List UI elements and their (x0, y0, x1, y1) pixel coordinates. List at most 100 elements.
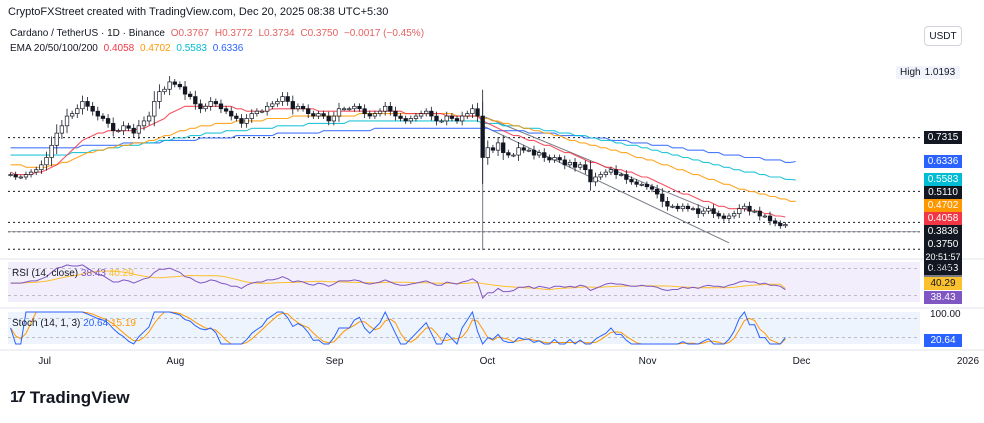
price-tag: 0.5583 (924, 173, 962, 187)
candle-body (208, 101, 213, 107)
candle-body (459, 115, 465, 122)
candle-body (639, 183, 644, 186)
candle-body (501, 142, 506, 153)
candle-body (131, 127, 136, 134)
candle-body (716, 213, 721, 217)
candle-body (270, 103, 275, 107)
candle-body (383, 105, 388, 112)
candle-body (783, 224, 788, 227)
candle-body (362, 108, 367, 114)
candle-body (578, 164, 583, 168)
rsi-label[interactable]: RSI (14, close) (12, 268, 79, 279)
candle-body (444, 115, 449, 122)
candle-body (434, 115, 439, 122)
candle-body (737, 208, 742, 214)
candle-body (603, 171, 608, 175)
candle-body (731, 213, 737, 217)
candle-body (172, 81, 177, 85)
candle-body (23, 174, 29, 178)
candle-body (619, 174, 624, 176)
stoch-label[interactable]: Stoch (14, 1, 3) (12, 318, 81, 329)
month-label: Dec (792, 356, 811, 367)
candle-body (136, 125, 142, 134)
change-value: −0.0017 (−0.45%) (343, 28, 425, 39)
tradingview-brand: TradingView (29, 388, 130, 407)
candle-body (531, 149, 537, 156)
candle-body (516, 147, 521, 156)
candle-body (726, 215, 732, 219)
channel-line (482, 125, 730, 244)
candle-body (331, 115, 337, 122)
price-tag: 0.5110 (924, 186, 962, 200)
candle-body (506, 152, 511, 156)
candle-body (223, 108, 229, 112)
candle-body (116, 130, 121, 133)
candle-body (547, 157, 552, 161)
price-tag: 0.3750 (924, 238, 962, 252)
candle-body (388, 105, 393, 112)
candle-body (105, 118, 111, 124)
candle-body (162, 88, 167, 93)
candle-body (670, 205, 675, 208)
candle-body (413, 115, 419, 119)
candle-body (152, 101, 157, 117)
candle-body (408, 118, 413, 122)
candle-body (557, 157, 562, 161)
candle-body (542, 152, 547, 158)
candle-body (572, 162, 578, 168)
candle-body (229, 110, 234, 117)
candle-body (598, 174, 603, 178)
candle-body (680, 205, 685, 210)
candle-body (198, 103, 203, 110)
candle-body (213, 101, 218, 105)
candle-body (39, 164, 44, 171)
candle-body (218, 103, 224, 110)
candle-body (608, 169, 614, 173)
ema20-value: 0.4058 (103, 43, 135, 54)
high-label-text: High (900, 67, 921, 78)
month-label: Jul (38, 356, 52, 367)
open-value: O0.3767 (170, 28, 210, 39)
candle-body (403, 118, 408, 122)
currency-button[interactable]: USDT (924, 26, 962, 46)
candle-body (552, 157, 557, 161)
candle-body (711, 208, 716, 214)
rsi-ma-tag: 40.29 (924, 277, 962, 290)
candle-body (567, 162, 573, 166)
candle-body (495, 142, 501, 151)
rsi-axis-label: 80.00 (930, 263, 956, 274)
candle-body (357, 105, 362, 110)
candle-body (480, 115, 485, 158)
high-value: H0.3772 (214, 28, 253, 39)
candle-body (336, 108, 342, 117)
candle-body (721, 215, 727, 219)
month-label: Aug (166, 356, 185, 367)
price-tag: 0.6336 (924, 154, 962, 168)
candle-body (321, 113, 326, 117)
candle-body (352, 105, 357, 110)
candle-body (28, 171, 34, 175)
candle-body (69, 113, 75, 117)
candle-body (521, 147, 526, 151)
candle-body (747, 205, 752, 212)
candle-body (75, 108, 80, 114)
candle-body (64, 115, 70, 127)
candle-body (177, 84, 183, 88)
symbol-name[interactable]: Cardano / TetherUS · 1D · Binance (10, 28, 165, 39)
price-tag: 0.4058 (924, 212, 962, 226)
high-label-value: 1.0193 (924, 67, 956, 78)
candle-body (8, 174, 13, 176)
candle-body (259, 110, 265, 113)
candle-body (49, 144, 54, 158)
candle-body (341, 108, 347, 111)
candle-body (285, 96, 290, 102)
candle-body (264, 105, 270, 112)
ema-label[interactable]: EMA 20/50/100/200 (10, 43, 98, 54)
ema100-line (10, 120, 796, 181)
low-value: L0.3734 (258, 28, 295, 39)
candle-body (372, 113, 378, 117)
stoch-legend: Stoch (14, 1, 3) 20.64 15.19 (12, 318, 136, 329)
candle-body (767, 215, 773, 222)
candle-body (762, 215, 768, 218)
